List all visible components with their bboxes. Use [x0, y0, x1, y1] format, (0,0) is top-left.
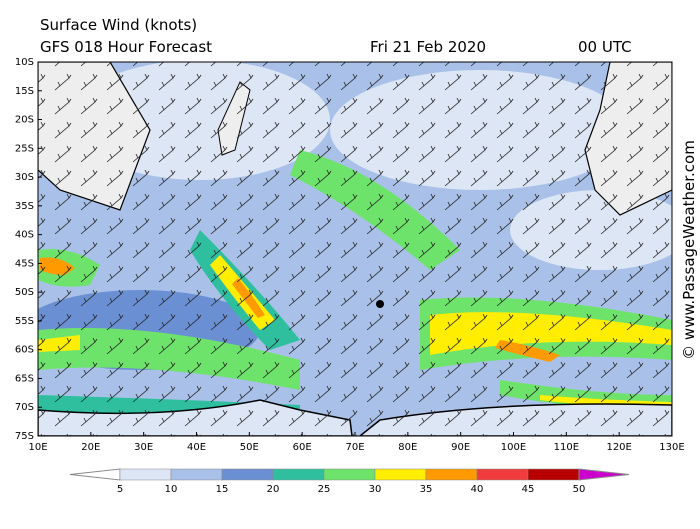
colorbar-low	[69, 468, 121, 481]
lon-label: 40E	[187, 442, 206, 453]
lon-label: 60E	[293, 442, 312, 453]
colorbar-segment	[425, 468, 478, 481]
lon-label: 80E	[398, 442, 417, 453]
colorbar-segment	[527, 468, 580, 481]
title: Surface Wind (knots)	[40, 16, 197, 34]
colorbar-label: 50	[573, 484, 586, 495]
lon-label: 30E	[134, 442, 153, 453]
lat-label: 40S	[15, 230, 34, 241]
colorbar: 5 10 15 20 25 30 35 40 45 50	[69, 468, 630, 495]
lat-label: 65S	[15, 373, 34, 384]
lat-label: 55S	[15, 316, 34, 327]
colorbar-segment	[221, 468, 274, 481]
colorbar-label: 15	[216, 484, 229, 495]
lon-label: 20E	[81, 442, 100, 453]
lat-label: 60S	[15, 345, 34, 356]
colorbar-label: 40	[471, 484, 484, 495]
colorbar-label: 45	[522, 484, 535, 495]
time: 00 UTC	[578, 38, 632, 56]
date: Fri 21 Feb 2020	[370, 38, 486, 56]
colorbar-label: 20	[267, 484, 280, 495]
colorbar-label: 10	[165, 484, 178, 495]
credit: © www.PassageWeather.com	[680, 140, 698, 360]
lon-label: 50E	[240, 442, 259, 453]
colorbar-segment	[119, 468, 172, 481]
lon-label: 130E	[659, 442, 684, 453]
colorbar-segment	[476, 468, 529, 481]
lat-label: 35S	[15, 201, 34, 212]
lon-label: 90E	[451, 442, 470, 453]
colorbar-label: 5	[117, 484, 123, 495]
colorbar-label: 30	[369, 484, 382, 495]
axes: 10S 15S 20S 25S 30S 35S 40S 45S 50S 55S 60S 65S 70S 7…	[15, 57, 685, 453]
lat-label: 25S	[15, 143, 34, 154]
lat-label: 75S	[15, 431, 34, 442]
lat-label: 45S	[15, 258, 34, 269]
lat-label: 20S	[15, 115, 34, 126]
lat-label: 30S	[15, 172, 34, 183]
colorbar-segment	[170, 468, 223, 481]
colorbar-segment	[323, 468, 376, 481]
colorbar-high	[578, 468, 630, 481]
lon-label: 120E	[606, 442, 631, 453]
subtitle: GFS 018 Hour Forecast	[40, 38, 212, 56]
map-field	[38, 62, 672, 436]
lat-label: 50S	[15, 287, 34, 298]
colorbar-label: 25	[318, 484, 331, 495]
lat-label: 10S	[15, 57, 34, 68]
colorbar-segment	[374, 468, 427, 481]
lon-label: 110E	[554, 442, 579, 453]
lat-label: 70S	[15, 402, 34, 413]
lon-label: 100E	[501, 442, 526, 453]
lon-label: 10E	[28, 442, 47, 453]
lon-label: 70E	[345, 442, 364, 453]
colorbar-segment	[272, 468, 325, 481]
lat-label: 15S	[15, 86, 34, 97]
colorbar-label: 35	[420, 484, 433, 495]
